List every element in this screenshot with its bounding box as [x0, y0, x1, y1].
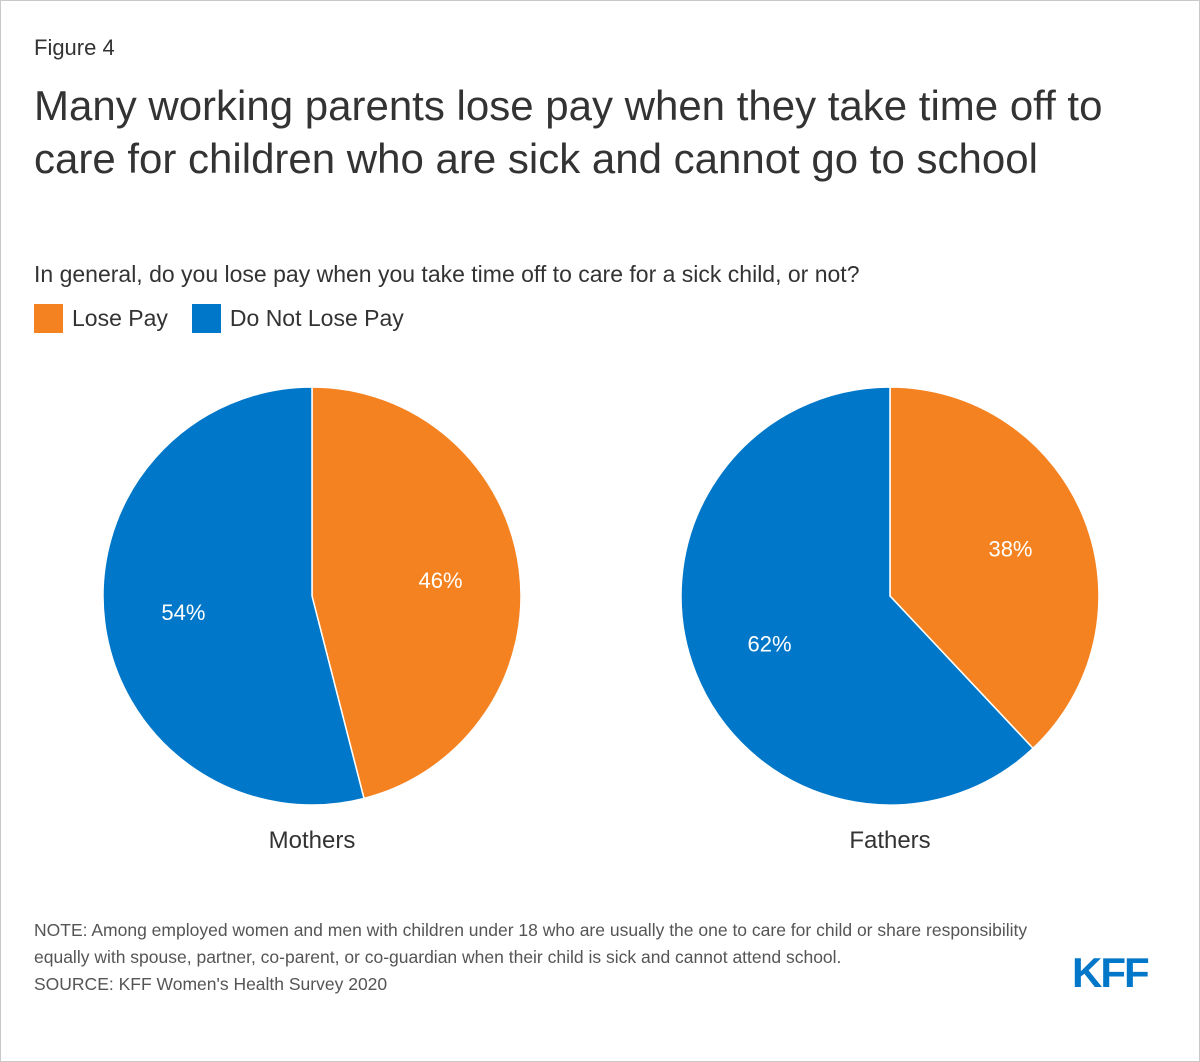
chart-title: Many working parents lose pay when they …: [34, 82, 1103, 182]
source-text: SOURCE: KFF Women's Health Survey 2020: [34, 974, 388, 994]
legend-swatch-do-not-lose-pay: [191, 304, 221, 333]
pie-title-mothers: Mothers: [268, 827, 356, 854]
figure-label: Figure 4: [34, 35, 115, 60]
data-label-fathers-lose-pay: 38%: [988, 536, 1032, 561]
pie-charts: 46% 54% 38% 62%: [102, 386, 1100, 806]
pie-slice-fathers-lose-pay: [889, 386, 1100, 750]
data-label-mothers-lose-pay: 46%: [419, 568, 463, 593]
pie-slice-fathers-do-not-lose-pay: [680, 386, 1035, 806]
data-label-mothers-do-not-lose-pay: 54%: [161, 600, 205, 625]
legend-label-lose-pay: Lose Pay: [72, 305, 168, 331]
kff-logo-text: KFF: [1072, 951, 1149, 993]
legend-label-do-not-lose-pay: Do Not Lose Pay: [229, 305, 404, 331]
pie-slice-mothers-lose-pay: [311, 386, 522, 800]
note-text: NOTE: Among employed women and men with …: [34, 920, 1028, 967]
kff-logo: KFF: [1072, 951, 1151, 993]
pie-title-fathers: Fathers: [849, 827, 931, 854]
legend-item-do-not-lose-pay: Do Not Lose Pay: [191, 304, 404, 333]
chart-subtitle: In general, do you lose pay when you tak…: [34, 261, 860, 287]
notes: NOTE: Among employed women and men with …: [34, 917, 1034, 998]
legend-item-lose-pay: Lose Pay: [34, 304, 168, 333]
pie-slice-mothers-do-not-lose-pay: [102, 386, 365, 806]
legend-swatch-lose-pay: [34, 304, 63, 333]
data-label-fathers-do-not-lose-pay: 62%: [747, 632, 791, 657]
legend: Lose Pay Do Not Lose Pay: [34, 304, 428, 333]
